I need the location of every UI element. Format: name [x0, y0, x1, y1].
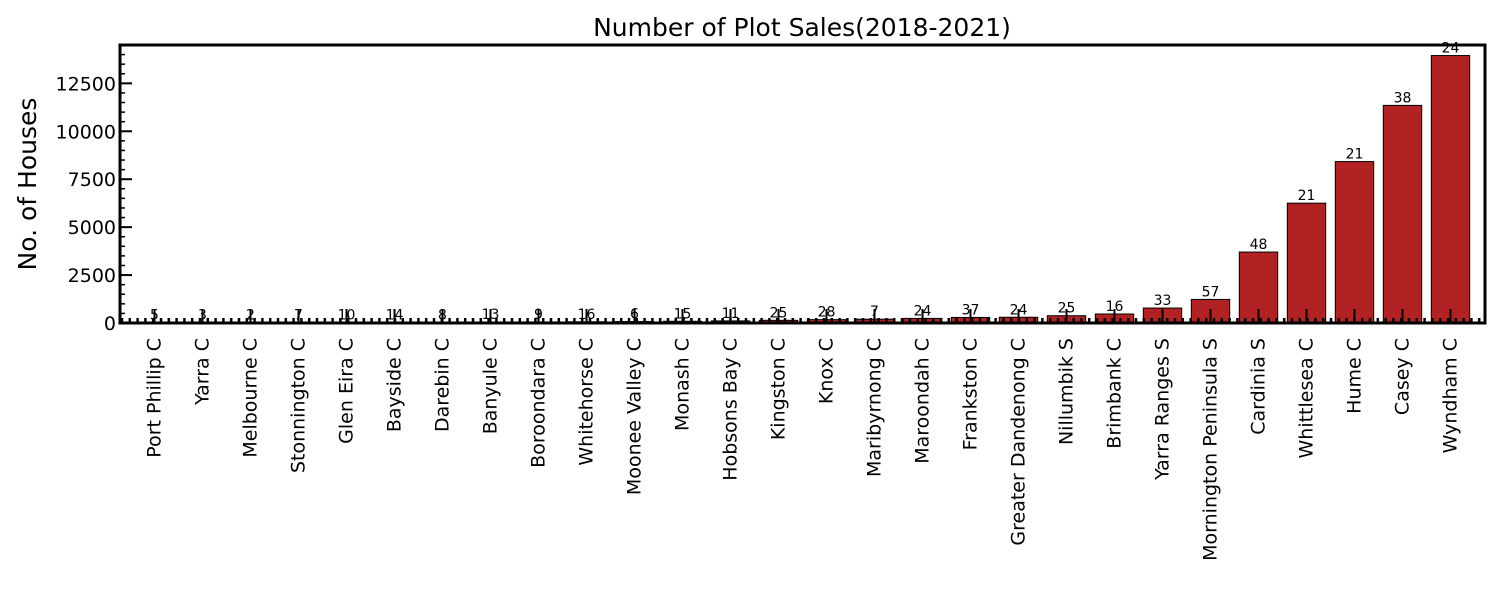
data-label: 11	[722, 306, 740, 322]
chart-title: Number of Plot Sales(2018-2021)	[593, 13, 1011, 42]
y-axis-label: No. of Houses	[13, 98, 42, 271]
data-label: 37	[962, 302, 980, 318]
x-tick-label: Whitehorse C	[576, 338, 598, 466]
data-label: 21	[1298, 188, 1316, 204]
data-label: 8	[438, 307, 447, 323]
x-tick-label: Maribyrnong C	[864, 338, 886, 477]
x-tick-label: Banyule C	[480, 338, 502, 434]
x-tick-label: Wyndham C	[1440, 338, 1462, 453]
y-tick-label: 2500	[68, 265, 116, 287]
x-tick-label: Brimbank C	[1104, 338, 1126, 449]
bar-casey-c	[1382, 104, 1423, 324]
data-label: 2	[246, 308, 255, 324]
data-label: 24	[914, 303, 932, 319]
data-label: 16	[578, 307, 596, 323]
y-tick-label: 12500	[56, 73, 116, 95]
data-label: 9	[534, 307, 543, 323]
y-tick-label: 10000	[56, 121, 116, 143]
bar-hume-c	[1334, 161, 1375, 324]
x-tick-label: Knox C	[816, 338, 838, 404]
data-labels-group: 5 3 2 7 10 14 8 13 9 16 6 15 11 25 28 7 24 37 24 25 16 33 57 48…	[150, 41, 1459, 324]
data-label: 33	[1154, 293, 1172, 309]
data-label: 7	[870, 304, 879, 320]
y-tick-label: 7500	[68, 169, 116, 191]
bar-wyndham-c	[1430, 55, 1471, 324]
x-tick-label: Mornington Peninsula S	[1200, 338, 1222, 561]
x-tick-label: Yarra Ranges S	[1152, 338, 1174, 481]
data-label: 28	[818, 305, 836, 321]
x-axis-tick-labels: Port Phillip C Yarra C Melbourne C Stonning…	[144, 338, 1462, 561]
y-axis-ticks: 0 2500 5000 7500 10000 12500	[56, 44, 132, 335]
y-tick-label: 5000	[68, 217, 116, 239]
data-label: 24	[1442, 41, 1460, 57]
data-label: 25	[770, 305, 788, 321]
x-tick-label: Stonnington C	[288, 338, 310, 473]
x-tick-label: Darebin C	[432, 338, 454, 432]
x-tick-label: Bayside C	[384, 338, 406, 432]
y-tick-label: 0	[104, 313, 116, 335]
data-label: 16	[1106, 299, 1124, 315]
x-tick-label: Glen Eira C	[336, 338, 358, 444]
data-label: 13	[482, 307, 500, 323]
data-label: 6	[630, 307, 639, 323]
x-tick-label: Greater Dandenong C	[1008, 338, 1030, 546]
data-label: 48	[1250, 237, 1268, 253]
data-label: 21	[1346, 147, 1364, 163]
x-tick-label: Yarra C	[192, 338, 214, 406]
x-tick-label: Nillumbik S	[1056, 338, 1078, 445]
x-tick-label: Hobsons Bay C	[720, 338, 742, 481]
data-label: 5	[150, 308, 159, 324]
data-label: 7	[294, 308, 303, 324]
data-label: 38	[1394, 90, 1412, 106]
data-label: 25	[1058, 301, 1076, 317]
x-tick-label: Port Phillip C	[144, 338, 166, 458]
x-tick-label: Casey C	[1392, 338, 1414, 415]
bar-whittlesea-c	[1286, 202, 1327, 324]
data-label: 3	[198, 308, 207, 324]
data-label: 14	[386, 307, 404, 323]
data-label: 24	[1010, 302, 1028, 318]
data-label: 10	[338, 308, 356, 324]
x-tick-label: Moonee Valley C	[624, 338, 646, 495]
x-tick-label: Boroondara C	[528, 338, 550, 468]
x-tick-label: Maroondah C	[912, 338, 934, 464]
x-tick-label: Frankston C	[960, 338, 982, 450]
x-tick-label: Hume C	[1344, 338, 1366, 414]
x-tick-label: Whittlesea C	[1296, 338, 1318, 459]
data-label: 15	[674, 306, 692, 322]
x-tick-label: Cardinia S	[1248, 338, 1270, 435]
bars-group	[134, 55, 1471, 324]
x-tick-label: Monash C	[672, 338, 694, 431]
x-tick-label: Kingston C	[768, 338, 790, 440]
x-tick-label: Melbourne C	[240, 338, 262, 458]
plot-frame	[118, 43, 1487, 325]
data-label: 57	[1202, 284, 1220, 300]
